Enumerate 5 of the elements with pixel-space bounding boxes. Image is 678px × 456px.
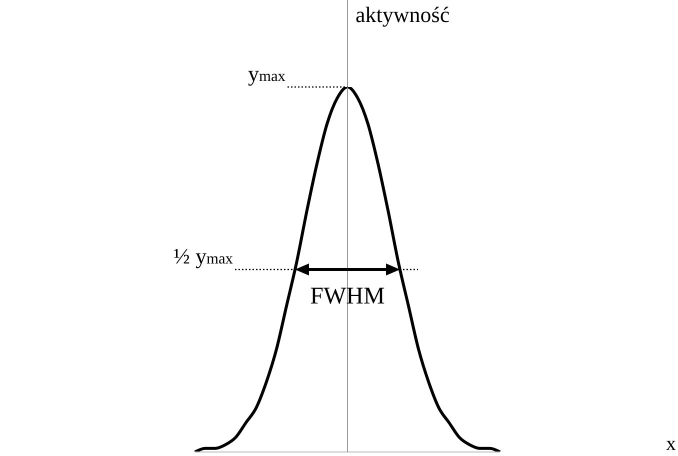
annotation: FWHM [310, 284, 385, 310]
y-axis-title: aktywność [356, 2, 450, 27]
ref-line-label: ½ ymax [173, 244, 234, 268]
text: x [666, 433, 676, 455]
ref-line-label: ymax [248, 61, 286, 86]
